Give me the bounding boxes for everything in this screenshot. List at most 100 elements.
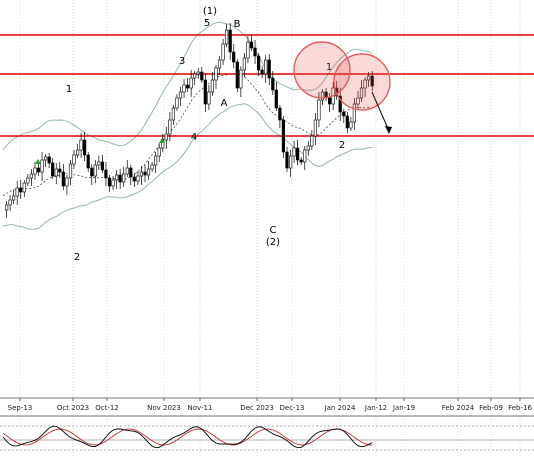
- candle-body: [29, 173, 34, 179]
- candle-body: [68, 163, 73, 179]
- candle-body: [51, 162, 55, 177]
- candle-body: [256, 55, 261, 71]
- circle-highlight: [293, 41, 351, 99]
- candle-body: [72, 154, 76, 165]
- candle-body: [139, 171, 144, 177]
- candle-body: [349, 121, 353, 129]
- x-tick-label: Oct-12: [95, 404, 119, 412]
- candle-body: [58, 168, 62, 173]
- candle-body: [54, 168, 58, 177]
- candle-body: [8, 199, 12, 206]
- candle-body: [217, 59, 222, 69]
- candle-body: [342, 111, 346, 117]
- candle-body: [132, 176, 136, 182]
- x-tick-label: Feb 2024: [442, 404, 475, 412]
- candle-body: [15, 187, 19, 197]
- x-tick-label: Jan-12: [364, 404, 387, 412]
- candle-body: [366, 75, 371, 81]
- candle-body: [115, 174, 119, 181]
- candle-body: [260, 69, 264, 75]
- candle-body: [338, 95, 342, 113]
- x-axis: Sep-13 Oct 2023 Oct-12 Nov 2023 Nov-11 Dec 20…: [8, 398, 532, 412]
- x-tick-label: Oct 2023: [57, 404, 89, 412]
- candle-body: [129, 167, 133, 178]
- wave-label: 2: [74, 252, 80, 263]
- candle-body: [76, 149, 80, 156]
- candle-body: [125, 167, 129, 175]
- candle-body: [26, 177, 30, 184]
- candle-body: [242, 57, 247, 71]
- candle-body: [150, 164, 154, 170]
- wave-label: B: [234, 19, 241, 30]
- candle-body: [278, 107, 282, 121]
- wave-label: 1: [66, 84, 72, 95]
- candle-body: [320, 91, 325, 101]
- candle-body: [327, 97, 332, 105]
- candle-body: [175, 97, 179, 109]
- x-tick-label: Dec-13: [280, 404, 305, 412]
- candle-body: [97, 161, 101, 166]
- candle-body: [210, 79, 215, 93]
- x-tick-label: Feb-16: [508, 404, 532, 412]
- signal-marker: [35, 159, 41, 164]
- candle-body: [285, 151, 289, 169]
- candle-body: [203, 79, 207, 105]
- candle-body: [214, 67, 218, 81]
- candle-body: [274, 89, 278, 109]
- wave-label: 4: [191, 132, 197, 143]
- candle-body: [86, 154, 90, 169]
- candle-body: [22, 182, 26, 193]
- candle-body: [228, 29, 232, 53]
- candle-body: [356, 97, 360, 105]
- candle-body: [295, 147, 300, 161]
- candle-body: [100, 161, 104, 171]
- candle-body: [157, 147, 161, 157]
- bollinger-lower-band: [2, 103, 373, 230]
- candle-body: [40, 159, 44, 173]
- oscillator-main-line: [2, 425, 373, 449]
- candle-body: [182, 84, 186, 93]
- candle-body: [186, 84, 190, 89]
- candle-body: [345, 115, 349, 129]
- candle-body: [122, 173, 126, 183]
- candle-body: [246, 41, 250, 59]
- candle-body: [33, 167, 37, 175]
- candle-body: [171, 107, 176, 121]
- candle-body: [303, 149, 307, 163]
- wave-label: 1: [326, 62, 332, 73]
- candle-body: [281, 119, 286, 153]
- wave-label: A: [221, 98, 228, 109]
- candle-body: [143, 171, 147, 176]
- oscillator-signal-line: [2, 428, 373, 446]
- candle-body: [225, 29, 229, 45]
- candle-body: [292, 147, 296, 157]
- candle-body: [363, 79, 367, 89]
- wave-label: 2: [339, 140, 345, 151]
- candle-body: [47, 156, 51, 164]
- x-tick-label: Dec 2023: [240, 404, 274, 412]
- candle-body: [65, 177, 69, 187]
- forecast-arrowhead: [385, 126, 392, 134]
- wave-label: (2): [266, 237, 280, 248]
- candle-body: [178, 91, 183, 99]
- candle-body: [306, 145, 310, 151]
- wave-label: (1): [203, 6, 217, 17]
- bollinger-bands: [2, 21, 373, 230]
- candle-body: [264, 59, 268, 75]
- candle-body: [61, 171, 65, 187]
- x-tick-label: Sep-13: [8, 404, 33, 412]
- x-tick-label: Feb-09: [479, 404, 503, 412]
- candle-body: [168, 119, 172, 135]
- candle-body: [193, 73, 197, 79]
- candle-body: [196, 71, 200, 75]
- candle-body: [221, 43, 225, 61]
- candle-body: [317, 99, 321, 121]
- candlesticks: [5, 23, 374, 218]
- forecast-arrow-shaft: [371, 91, 390, 132]
- candle-body: [104, 169, 108, 179]
- candle-body: [207, 91, 211, 105]
- candle-body: [249, 41, 254, 49]
- candle-body: [111, 179, 115, 187]
